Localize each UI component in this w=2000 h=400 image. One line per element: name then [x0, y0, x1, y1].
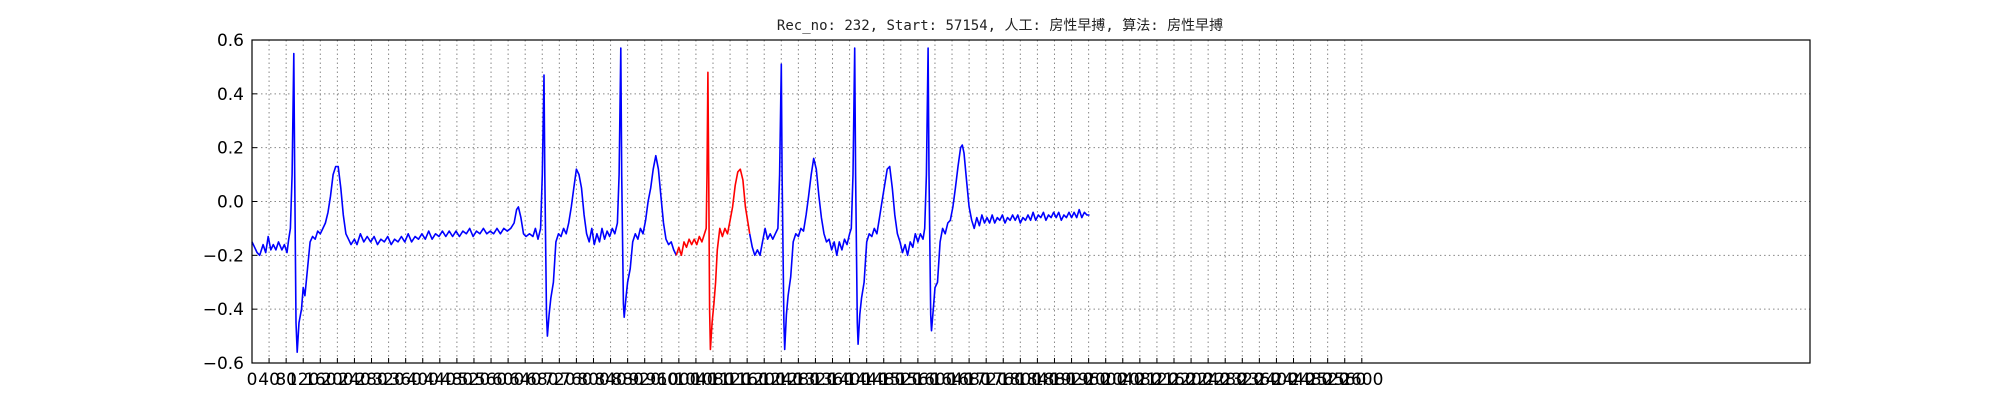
grid-lines	[251, 39, 1810, 364]
x-tick-label: 2120	[1135, 370, 1178, 390]
x-tick-label: 0	[247, 370, 258, 390]
x-tick-label: 1200	[743, 370, 786, 390]
x-tick-label: 720	[543, 370, 575, 390]
chart-title: Rec_no: 232, Start: 57154, 人工: 房性早搏, 算法:…	[777, 17, 1223, 34]
x-tick-label: 2200	[1169, 370, 1212, 390]
x-tick-label: 1480	[862, 370, 905, 390]
x-tick-label: 800	[577, 370, 609, 390]
x-tick-label: 200	[321, 370, 353, 390]
x-axis-ticks: 0 408012016020024028032036040044048052056…	[247, 358, 1383, 390]
x-tick-label: 2440	[1272, 370, 1315, 390]
x-tick-label: 360	[389, 370, 421, 390]
x-tick-label: 160	[304, 370, 336, 390]
x-tick-label: 480	[441, 370, 473, 390]
y-tick-label: 0.0	[217, 193, 244, 213]
x-tick-label: 640	[509, 370, 541, 390]
series-line-ecg-normal-1	[251, 47, 678, 353]
y-tick-label: −0.6	[203, 354, 244, 374]
x-tick-label: 1680	[947, 370, 990, 390]
x-tick-label: 1960	[1067, 370, 1110, 390]
x-tick-label: 2600	[1340, 370, 1383, 390]
x-tick-label: 2160	[1152, 370, 1195, 390]
x-tick-label: 2080	[1118, 370, 1161, 390]
y-tick-label: 0.6	[217, 31, 244, 51]
x-tick-label: 1600	[913, 370, 956, 390]
x-tick-label: 2520	[1306, 370, 1349, 390]
x-tick-label: 1120	[708, 370, 751, 390]
x-tick-label: 1080	[691, 370, 734, 390]
x-tick-label: 2360	[1238, 370, 1281, 390]
x-tick-label: 1400	[828, 370, 871, 390]
x-tick-label: 1360	[811, 370, 854, 390]
x-tick-label: 1520	[879, 370, 922, 390]
x-tick-label: 960	[646, 370, 678, 390]
x-tick-label: 1040	[674, 370, 717, 390]
x-tick-label: 1760	[982, 370, 1025, 390]
x-tick-label: 1560	[896, 370, 939, 390]
x-tick-label: 320	[372, 370, 404, 390]
x-tick-label: 920	[628, 370, 660, 390]
x-tick-label: 520	[458, 370, 490, 390]
y-axis-ticks: −0.6 −0.4 −0.2 0.0 0.2 0.4 0.6	[203, 31, 257, 374]
x-tick-label: 1880	[1033, 370, 1076, 390]
x-tick-label: 1280	[777, 370, 820, 390]
x-tick-label: 560	[475, 370, 507, 390]
x-tick-label: 880	[611, 370, 643, 390]
x-tick-label: 840	[594, 370, 626, 390]
x-tick-label: 1720	[965, 370, 1008, 390]
x-tick-label: 1160	[726, 370, 769, 390]
x-tick-label: 440	[424, 370, 456, 390]
x-tick-label: 120	[287, 370, 319, 390]
x-tick-label: 80	[275, 370, 297, 390]
x-tick-label: 2240	[1187, 370, 1230, 390]
x-tick-label: 2560	[1323, 370, 1366, 390]
x-tick-label: 680	[526, 370, 558, 390]
y-tick-label: 0.2	[217, 139, 244, 159]
series-lines	[251, 47, 1090, 353]
x-tick-label: 2320	[1221, 370, 1264, 390]
x-tick-label: 760	[560, 370, 592, 390]
series-line-ecg-normal-2	[748, 47, 1090, 351]
series-line-ecg-premature-beat	[675, 71, 751, 351]
x-tick-label: 1440	[845, 370, 888, 390]
x-tick-label: 2400	[1255, 370, 1298, 390]
x-tick-label: 40	[258, 370, 280, 390]
x-tick-label: 1000	[657, 370, 700, 390]
x-tick-label: 400	[407, 370, 439, 390]
x-tick-label: 2040	[1101, 370, 1144, 390]
x-tick-label: 2000	[1084, 370, 1127, 390]
x-tick-label: 1240	[760, 370, 803, 390]
x-tick-label: 1800	[999, 370, 1042, 390]
x-tick-label: 240	[338, 370, 370, 390]
x-tick-label: 280	[355, 370, 387, 390]
y-tick-label: −0.2	[203, 246, 244, 266]
y-tick-label: −0.4	[203, 300, 244, 320]
x-tick-label: 1840	[1016, 370, 1059, 390]
x-tick-label: 2480	[1289, 370, 1332, 390]
x-tick-label: 1920	[1050, 370, 1093, 390]
x-tick-label: 600	[492, 370, 524, 390]
y-tick-label: 0.4	[217, 85, 244, 105]
x-tick-label: 1320	[794, 370, 837, 390]
x-tick-label: 1640	[930, 370, 973, 390]
x-tick-label: 2280	[1204, 370, 1247, 390]
